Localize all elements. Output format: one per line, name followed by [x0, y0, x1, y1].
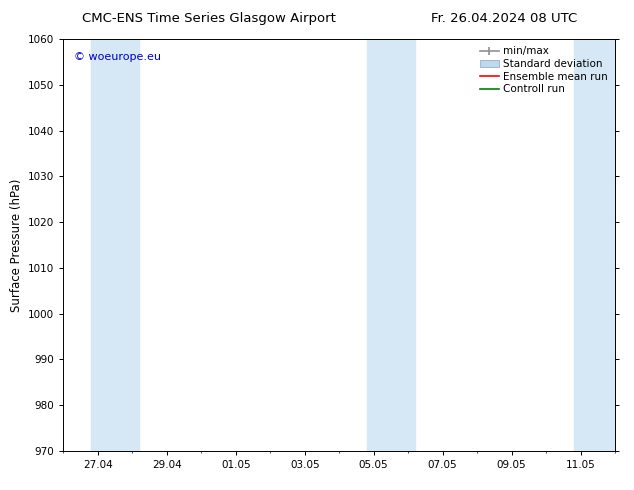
- Text: Fr. 26.04.2024 08 UTC: Fr. 26.04.2024 08 UTC: [431, 12, 578, 25]
- Text: CMC-ENS Time Series Glasgow Airport: CMC-ENS Time Series Glasgow Airport: [82, 12, 336, 25]
- Bar: [574, 39, 615, 451]
- Bar: [366, 39, 415, 451]
- Bar: [91, 39, 139, 451]
- Y-axis label: Surface Pressure (hPa): Surface Pressure (hPa): [10, 178, 23, 312]
- Text: © woeurope.eu: © woeurope.eu: [74, 51, 162, 62]
- Legend: min/max, Standard deviation, Ensemble mean run, Controll run: min/max, Standard deviation, Ensemble me…: [478, 45, 610, 97]
